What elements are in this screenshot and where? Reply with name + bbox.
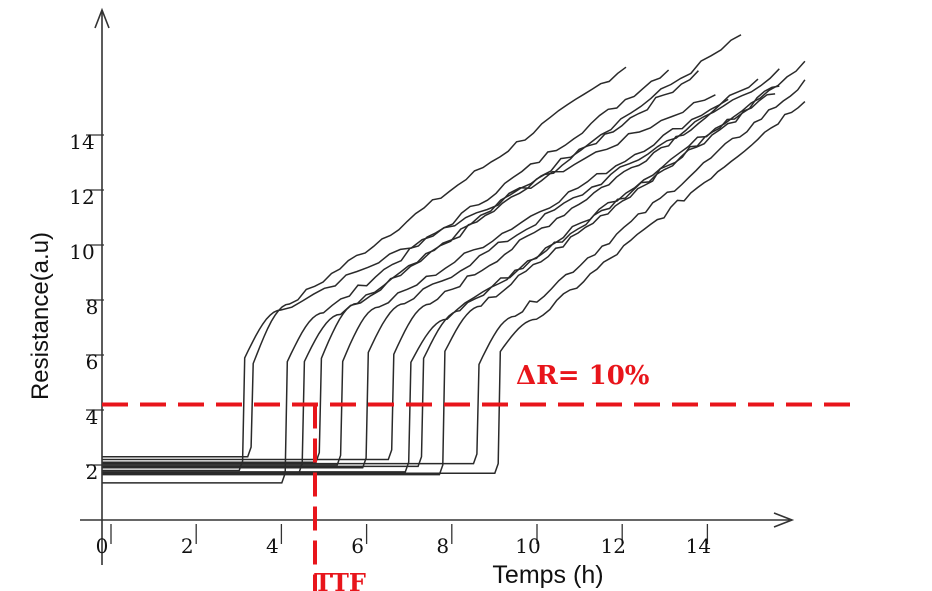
- y-tick-label: 4: [86, 405, 99, 429]
- y-tick-label: 10: [69, 240, 94, 264]
- ttf-label: TTF: [314, 568, 366, 591]
- y-axis-label: Resistance(a.u): [27, 232, 54, 400]
- x-tick-label: 6: [351, 534, 364, 558]
- series-line: [102, 93, 776, 468]
- annotations-group: [102, 402, 852, 591]
- x-tick-label: 14: [686, 534, 711, 558]
- series-line: [102, 66, 627, 458]
- series-line: [102, 70, 699, 464]
- curves-group: [102, 34, 806, 484]
- series-line: [102, 85, 780, 476]
- x-axis-arrow: [773, 512, 795, 528]
- series-line: [102, 94, 716, 472]
- series-line: [102, 69, 670, 484]
- x-tick-label: 4: [266, 534, 279, 558]
- series-line: [102, 79, 806, 465]
- y-tick-label: 6: [86, 350, 99, 374]
- series-line: [102, 101, 806, 475]
- threshold-label: ΔR= 10%: [516, 361, 650, 391]
- series-line: [102, 60, 806, 473]
- x-tick-label: 8: [436, 534, 449, 558]
- x-tick-label: 2: [181, 534, 194, 558]
- y-tick-label: 2: [86, 460, 99, 484]
- axes-group: [80, 7, 795, 565]
- ticks-group: 2 4 6 8 10 12 14 0 2 4 6 8 10 12 14: [69, 130, 711, 558]
- y-axis-arrow: [94, 7, 110, 29]
- y-tick-label: 12: [69, 185, 94, 209]
- x-tick-label: 12: [600, 534, 625, 558]
- series-line: [102, 34, 742, 475]
- series-line: [102, 78, 759, 466]
- series-line: [102, 68, 780, 469]
- y-tick-label: 14: [69, 130, 94, 154]
- y-tick-label: 8: [86, 295, 99, 319]
- x-tick-label: 10: [515, 534, 540, 558]
- x-tick-label: 0: [96, 534, 109, 558]
- x-axis-label: Temps (h): [492, 561, 603, 589]
- series-line: [102, 98, 729, 461]
